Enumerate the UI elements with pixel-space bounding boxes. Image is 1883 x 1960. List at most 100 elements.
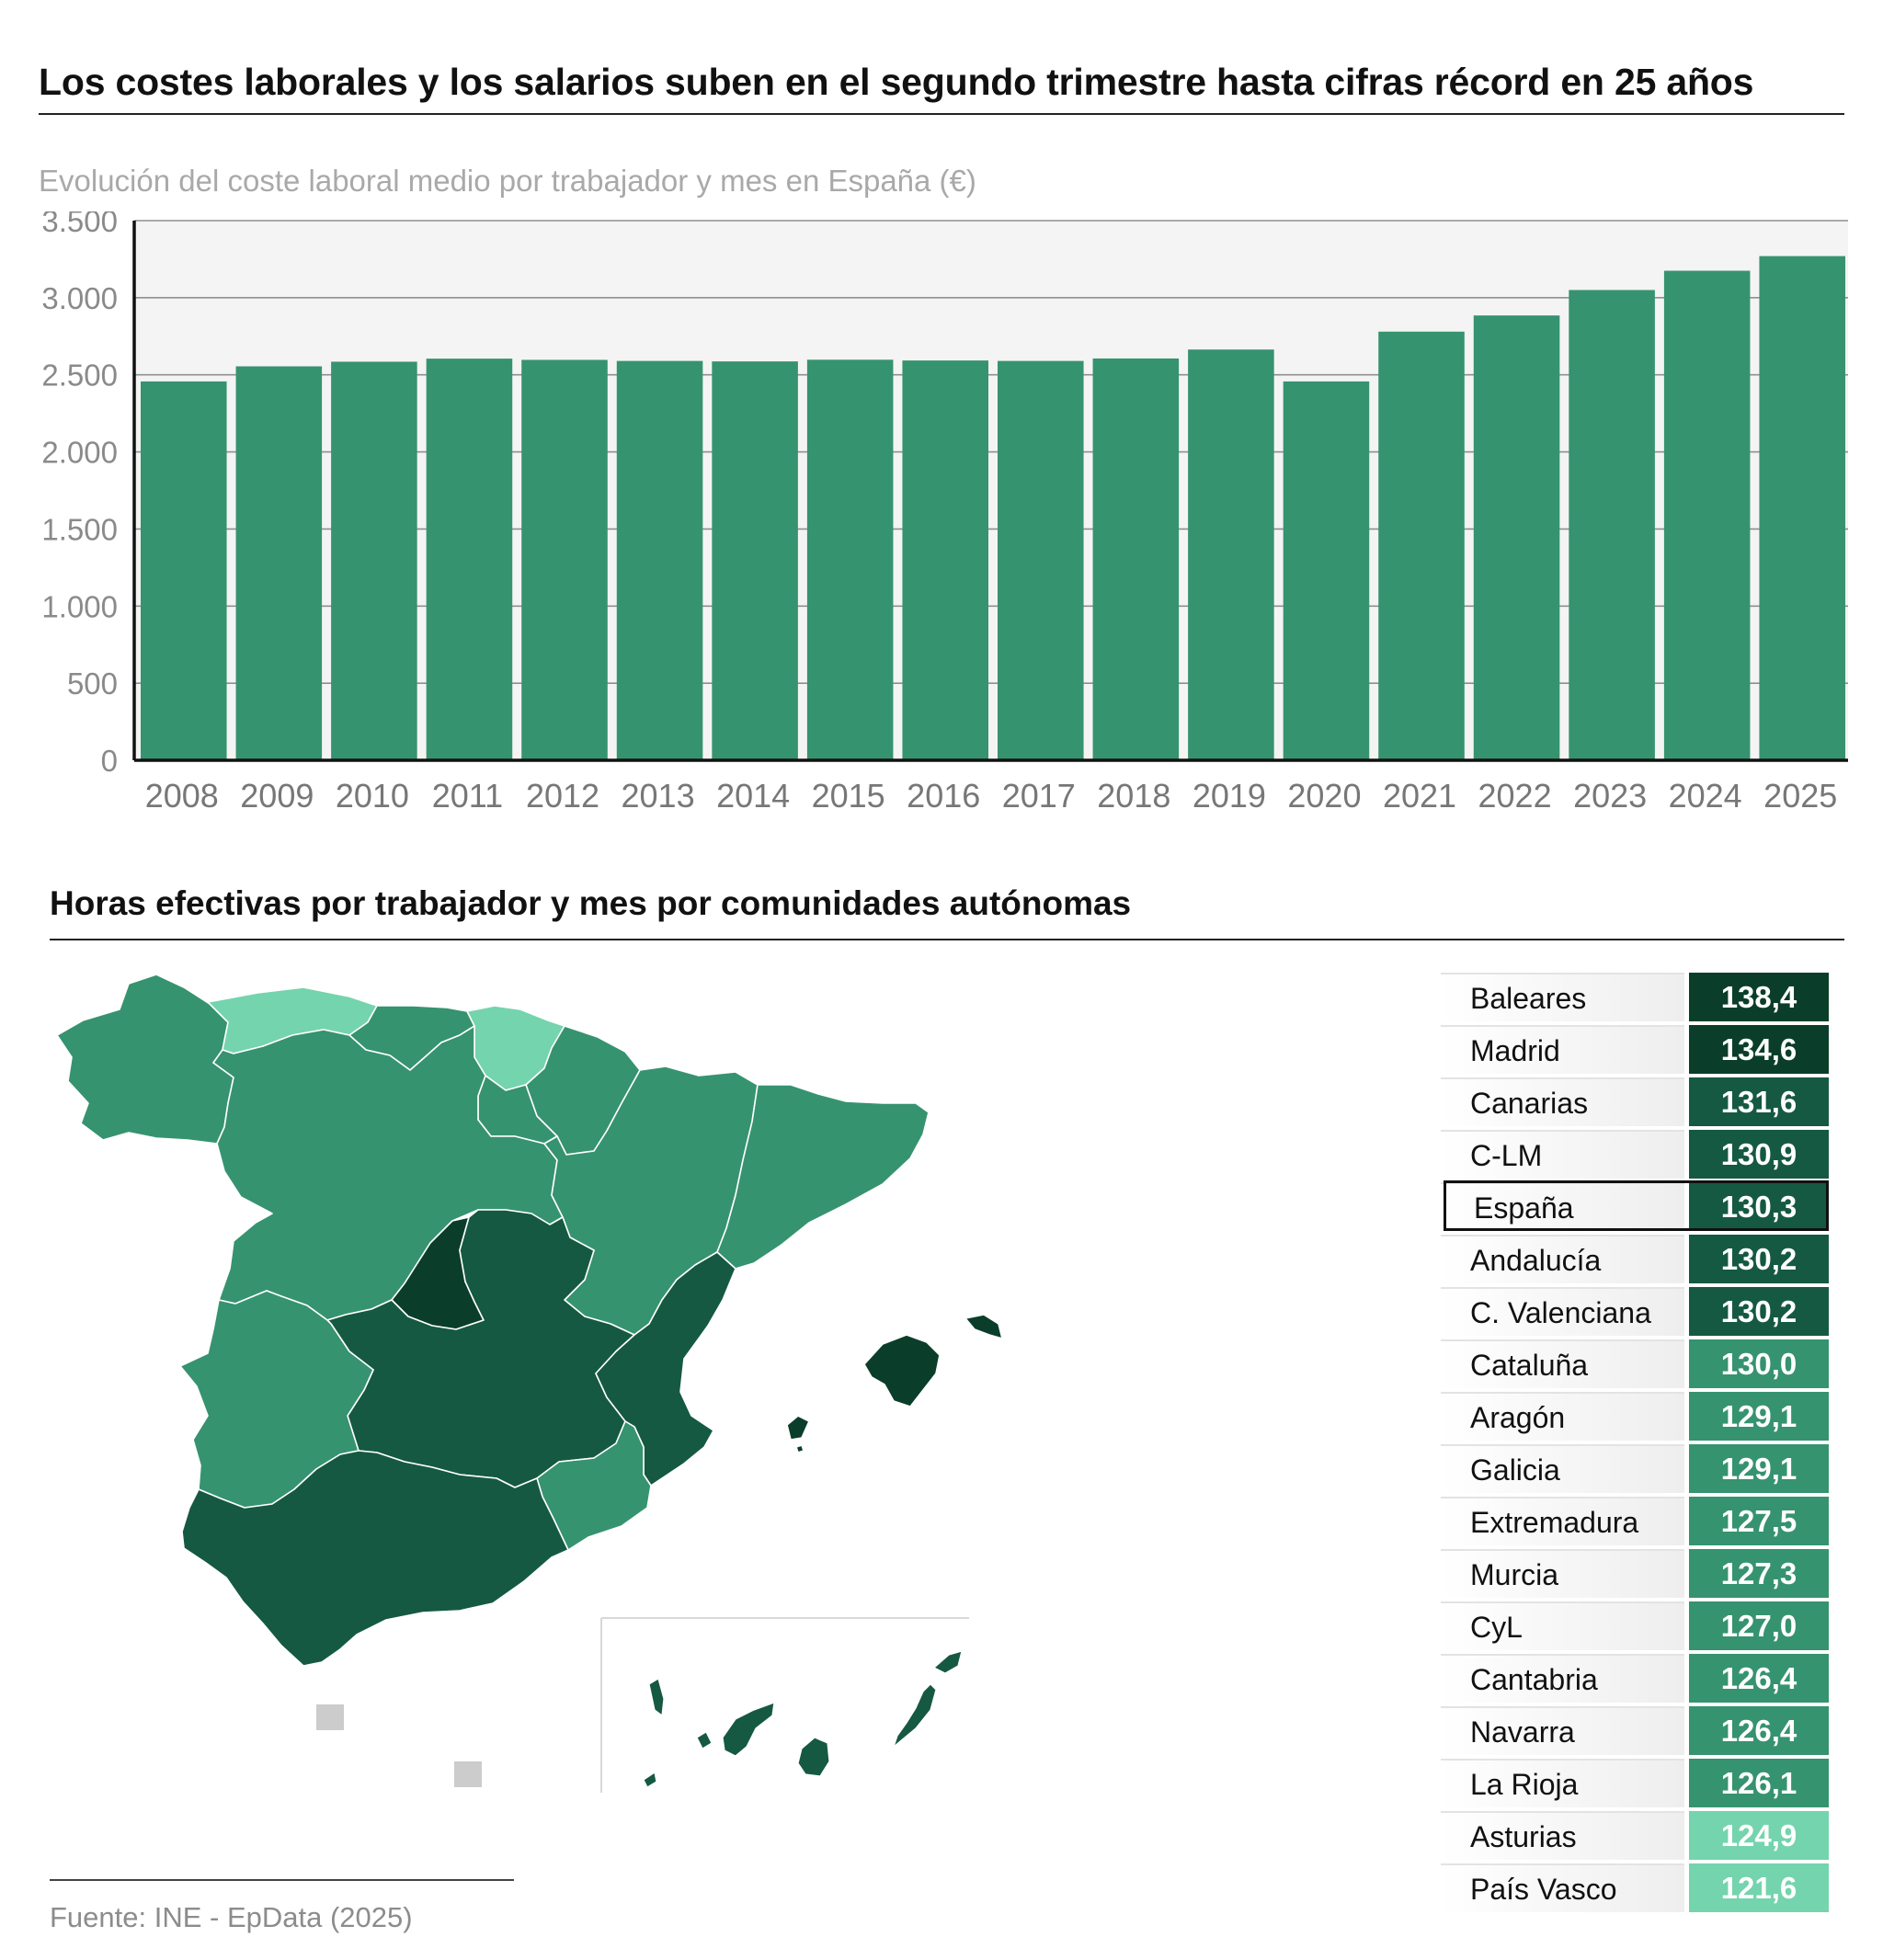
ranking-table: Baleares 138,4 Madrid 134,6 Canarias 131,6 C-L… <box>1441 973 1836 1916</box>
ranking-row: Cantabria 126,4 <box>1441 1654 1836 1706</box>
bar <box>1378 331 1465 760</box>
ranking-value: 126,1 <box>1689 1759 1829 1807</box>
ranking-value: 131,6 <box>1689 1077 1829 1126</box>
ranking-row: C-LM 130,9 <box>1441 1130 1836 1182</box>
x-tick-label: 2021 <box>1383 777 1456 815</box>
ranking-region: Andalucía <box>1441 1235 1684 1283</box>
x-tick-label: 2020 <box>1287 777 1361 815</box>
ranking-row: Cataluña 130,0 <box>1441 1339 1836 1392</box>
ranking-region: Canarias <box>1441 1077 1684 1126</box>
x-tick-label: 2010 <box>336 777 409 815</box>
x-tick-label: 2009 <box>240 777 314 815</box>
y-tick-label: 3.000 <box>41 281 118 315</box>
ranking-value: 138,4 <box>1689 973 1829 1021</box>
ranking-region: Extremadura <box>1441 1497 1684 1545</box>
bar <box>806 359 894 760</box>
source-rule <box>50 1879 514 1881</box>
bar <box>1283 381 1370 760</box>
ranking-region: Galicia <box>1441 1444 1684 1493</box>
x-tick-label: 2011 <box>432 777 503 815</box>
ranking-value: 130,2 <box>1689 1287 1829 1336</box>
plot-background <box>134 221 1848 760</box>
bar <box>1759 256 1845 760</box>
bar <box>616 360 703 760</box>
ranking-value: 130,9 <box>1689 1130 1829 1179</box>
ranking-region: Madrid <box>1441 1025 1684 1074</box>
ranking-row: Navarra 126,4 <box>1441 1706 1836 1759</box>
ranking-value: 126,4 <box>1689 1706 1829 1755</box>
ranking-region: Navarra <box>1441 1706 1684 1755</box>
region-canarias-gran-canaria <box>797 1737 830 1777</box>
headline-rule <box>39 113 1844 115</box>
highlight-frame <box>1444 1180 1829 1231</box>
ranking-row: C. Valenciana 130,2 <box>1441 1287 1836 1339</box>
x-tick-label: 2013 <box>622 777 695 815</box>
bar <box>998 360 1084 760</box>
ranking-value: 130,3 <box>1689 1182 1829 1231</box>
ranking-region: C. Valenciana <box>1441 1287 1684 1336</box>
ranking-value: 127,0 <box>1689 1601 1829 1650</box>
ranking-value: 134,6 <box>1689 1025 1829 1074</box>
x-tick-label: 2014 <box>716 777 790 815</box>
ranking-region: Cantabria <box>1441 1654 1684 1703</box>
y-tick-label: 500 <box>67 667 118 701</box>
ranking-row: Madrid 134,6 <box>1441 1025 1836 1077</box>
x-tick-label: 2023 <box>1573 777 1647 815</box>
x-tick-label: 2025 <box>1763 777 1837 815</box>
ranking-row: Asturias 124,9 <box>1441 1811 1836 1863</box>
ranking-region: Cataluña <box>1441 1339 1684 1388</box>
region-baleares-formentera <box>795 1444 805 1453</box>
ranking-row: Aragón 129,1 <box>1441 1392 1836 1444</box>
ranking-row: Extremadura 127,5 <box>1441 1497 1836 1549</box>
ranking-row: Galicia 129,1 <box>1441 1444 1836 1497</box>
region-comunidad-valenciana <box>595 1251 736 1487</box>
ranking-row: Baleares 138,4 <box>1441 973 1836 1025</box>
x-tick-label: 2022 <box>1478 777 1552 815</box>
ranking-value: 126,4 <box>1689 1654 1829 1703</box>
x-tick-label: 2019 <box>1193 777 1266 815</box>
bar <box>521 359 608 760</box>
x-tick-label: 2008 <box>145 777 219 815</box>
y-tick-label: 1.000 <box>41 589 118 623</box>
chart-subtitle: Evolución del coste laboral medio por tr… <box>39 164 976 198</box>
ranking-region: C-LM <box>1441 1130 1684 1179</box>
ranking-value: 129,1 <box>1689 1392 1829 1441</box>
source-note: Fuente: INE - EpData (2025) <box>50 1901 413 1933</box>
y-tick-label: 1.500 <box>41 512 118 546</box>
bar <box>141 381 227 760</box>
ranking-region: CyL <box>1441 1601 1684 1650</box>
x-tick-label: 2017 <box>1002 777 1076 815</box>
ranking-region: Aragón <box>1441 1392 1684 1441</box>
ranking-value: 127,3 <box>1689 1549 1829 1598</box>
bar <box>1188 349 1274 760</box>
map-title-rule <box>50 939 1844 940</box>
ranking-value: 124,9 <box>1689 1811 1829 1860</box>
region-andalucia <box>181 1450 569 1667</box>
bar <box>426 359 513 760</box>
y-tick-label: 3.500 <box>41 211 118 238</box>
bar <box>902 360 988 760</box>
ranking-region: La Rioja <box>1441 1759 1684 1807</box>
ranking-region: Baleares <box>1441 973 1684 1021</box>
x-tick-label: 2015 <box>812 777 885 815</box>
region-canarias-el-hierro <box>643 1772 657 1788</box>
map-title: Horas efectivas por trabajador y mes por… <box>50 884 1132 922</box>
ranking-value: 129,1 <box>1689 1444 1829 1493</box>
bar-chart: 0 500 1.000 1.500 2.000 2.500 3.000 3.500 2008 20… <box>41 211 1848 815</box>
x-tick-label: 2012 <box>526 777 599 815</box>
bar <box>1663 270 1751 760</box>
bar <box>1569 290 1655 760</box>
ranking-value: 127,5 <box>1689 1497 1829 1545</box>
ranking-row: Andalucía 130,2 <box>1441 1235 1836 1287</box>
region-cataluna <box>716 1084 930 1270</box>
ranking-value: 130,2 <box>1689 1235 1829 1283</box>
region-ceuta <box>316 1704 344 1730</box>
bar <box>1473 315 1560 760</box>
region-canarias-la-palma <box>648 1678 665 1717</box>
x-tick-label: 2016 <box>907 777 980 815</box>
spain-choropleth-map <box>56 974 1003 1793</box>
ranking-region: Asturias <box>1441 1811 1684 1860</box>
x-tick-label: 2024 <box>1669 777 1742 815</box>
region-canarias-la-gomera <box>696 1731 713 1749</box>
ranking-region: España <box>1441 1182 1684 1231</box>
